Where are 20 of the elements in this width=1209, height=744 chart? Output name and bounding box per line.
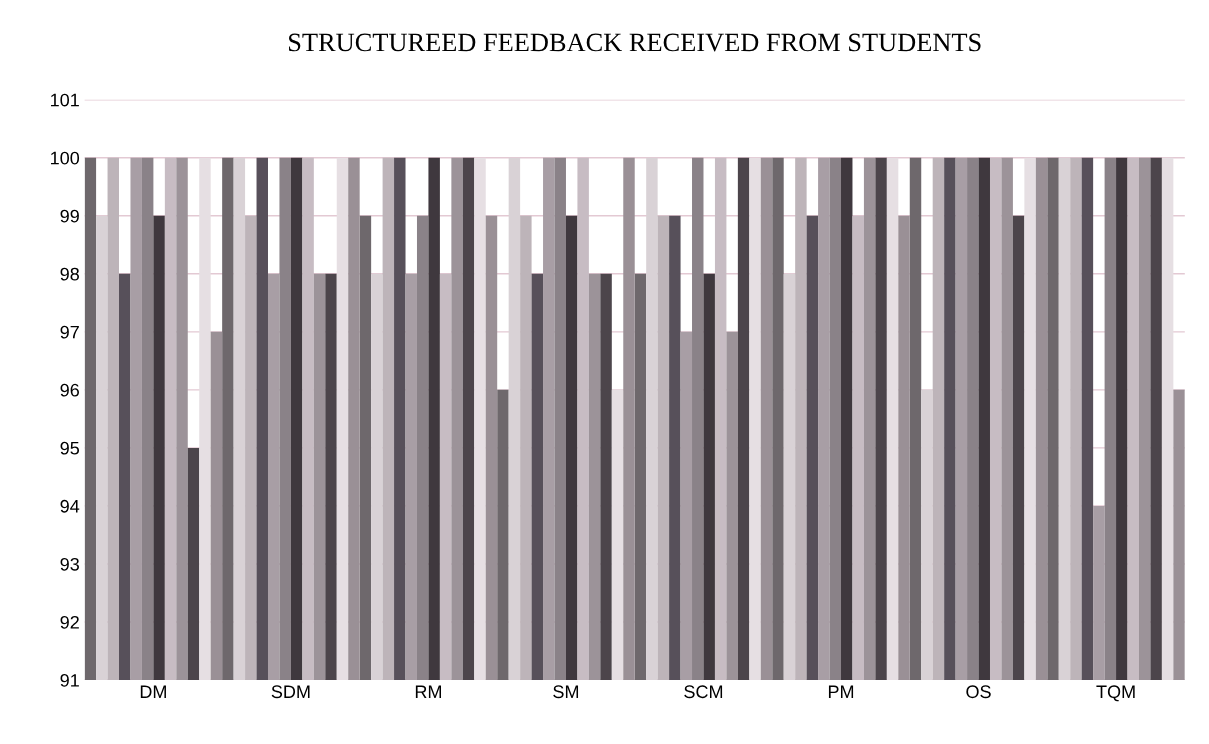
y-tick-label: 95 — [60, 441, 80, 455]
x-tick-label: SCM — [684, 685, 723, 699]
y-tick-label: 100 — [51, 151, 80, 165]
x-tick-label: DM — [140, 685, 166, 698]
y-tick-label: 91 — [60, 673, 79, 687]
y-tick-label: 93 — [60, 557, 79, 571]
x-tick-label: PM — [828, 685, 854, 698]
x-tick-label: SM — [553, 685, 579, 699]
y-tick-label: 96 — [60, 383, 79, 397]
y-tick-label: 99 — [60, 209, 79, 223]
y-tick-label: 97 — [60, 325, 79, 339]
chart-title: STRUCTUREED FEEDBACK RECEIVED FROM STUDENTS — [289, 33, 981, 52]
x-tick-label: OS — [966, 685, 991, 699]
y-tick-label: 101 — [51, 93, 79, 107]
y-tick-label: 94 — [60, 499, 80, 513]
x-tick-label: RM — [415, 685, 441, 698]
x-tick-label: TQM — [1096, 685, 1135, 702]
y-tick-label: 92 — [60, 615, 79, 629]
x-tick-label: SDM — [271, 685, 310, 699]
y-tick-label: 98 — [60, 267, 79, 281]
